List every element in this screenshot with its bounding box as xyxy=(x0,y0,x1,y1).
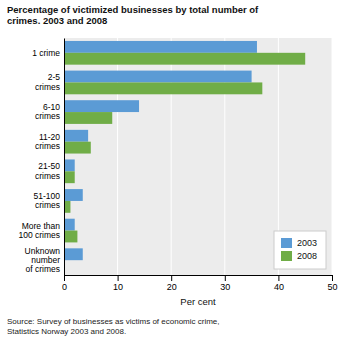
tick-label: 6-10crimes xyxy=(35,102,60,121)
bar xyxy=(64,142,91,154)
bar xyxy=(64,189,83,201)
tick-mark xyxy=(332,275,333,281)
bar xyxy=(64,171,75,183)
grid xyxy=(64,38,332,275)
axis-line xyxy=(65,276,333,282)
tick-mark xyxy=(171,275,172,281)
tick: 30 xyxy=(220,275,230,292)
tick-label: 0 xyxy=(62,282,67,292)
bar xyxy=(64,41,257,53)
bar xyxy=(64,71,252,83)
tick: 11-20crimes xyxy=(35,132,64,151)
tick-label: Unknownnumberof crimes xyxy=(25,246,61,275)
bar xyxy=(64,231,77,243)
tick: 51-100crimes xyxy=(34,191,64,210)
plot: 0 10 20 30 40 50 Per cent 1 crime 2-5crimes 6-10c… xyxy=(18,38,337,307)
axis-title: Per cent xyxy=(180,296,216,307)
bar xyxy=(64,112,112,124)
tick: More than100 crimes xyxy=(18,221,64,240)
tick-label: 30 xyxy=(220,282,230,292)
tick: 0 xyxy=(62,275,67,292)
legend-swatch xyxy=(281,251,292,261)
legend-box xyxy=(274,231,326,269)
bar xyxy=(64,159,75,171)
tick: 21-50crimes xyxy=(35,161,64,180)
tick-mark xyxy=(225,275,226,281)
tick-mark xyxy=(118,275,119,281)
grid-line xyxy=(332,38,333,275)
legend-item: 2003 xyxy=(281,238,317,248)
tick-label: 21-50crimes xyxy=(35,161,60,180)
tick-label: More than100 crimes xyxy=(18,221,60,240)
tick: 20 xyxy=(167,275,177,292)
bar xyxy=(64,53,305,65)
bar xyxy=(64,100,139,112)
axis-line xyxy=(64,39,65,276)
tick-label: 1 crime xyxy=(32,48,60,58)
x-axis: 0 10 20 30 40 50 xyxy=(62,275,338,292)
legend: 2003 2008 xyxy=(274,231,326,269)
series xyxy=(64,53,305,243)
tick: 2-5crimes xyxy=(35,72,64,91)
tick-label: 50 xyxy=(327,282,337,292)
tick-label: 2-5crimes xyxy=(35,72,60,91)
tick: 1 crime xyxy=(32,48,64,58)
legend-label: 2008 xyxy=(297,251,317,261)
tick-label: 40 xyxy=(274,282,284,292)
bar xyxy=(64,130,88,142)
bars xyxy=(64,41,305,260)
title: Percentage of victimized businesses by t… xyxy=(7,4,259,26)
tick-label: 51-100crimes xyxy=(34,191,61,210)
series xyxy=(64,41,257,260)
bar xyxy=(64,219,75,231)
tick-label: 10 xyxy=(113,282,123,292)
tick: 6-10crimes xyxy=(35,102,64,121)
tick-label: 11-20crimes xyxy=(35,132,60,151)
legend-item: 2008 xyxy=(281,251,317,261)
bar xyxy=(64,248,83,260)
legend-label: 2003 xyxy=(297,238,317,248)
tick-label: 20 xyxy=(167,282,177,292)
tick: Unknownnumberof crimes xyxy=(25,246,64,275)
tick: 50 xyxy=(327,275,337,292)
tick: 40 xyxy=(274,275,284,292)
chart: Percentage of victimized businesses by t… xyxy=(0,0,342,339)
legend-swatch xyxy=(281,238,292,248)
y-axis: 1 crime 2-5crimes 6-10crimes 11-20crimes 21-… xyxy=(18,39,64,276)
source: Source: Survey of businesses as victims … xyxy=(7,317,220,336)
grid-line xyxy=(64,38,65,275)
tick-mark xyxy=(64,275,65,281)
bar xyxy=(64,82,262,94)
tick-mark xyxy=(278,275,279,281)
tick: 10 xyxy=(113,275,123,292)
plot-background xyxy=(64,38,332,275)
